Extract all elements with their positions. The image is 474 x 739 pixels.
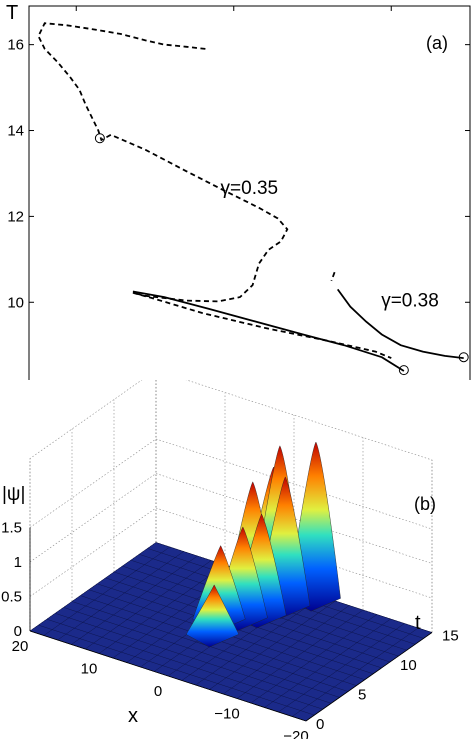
curve-annotation: γ=0.35 [221,178,279,199]
y-tick-label: 14 [7,123,24,140]
series-line-dashed [330,271,336,282]
x-axis-label: x [128,705,138,727]
surface-mesh-line [38,624,315,716]
x-tick-label: −20 [283,728,308,739]
y-tick-label: 12 [7,208,24,225]
z-axis-label: |ψ| [2,484,25,505]
surface-mesh-line [209,600,336,690]
surface-mesh-line [250,614,377,704]
t-tick-label: 0 [316,716,324,733]
curve-annotation: γ=0.38 [381,291,439,312]
surface-mesh-line [85,560,212,650]
circle-marker [398,365,409,376]
z-tick-label: 1.5 [1,520,22,537]
x-tick-label: 0 [154,683,162,700]
surface-mesh-line [71,555,198,645]
x-tick-label: 10 [81,661,98,678]
circle-marker [94,133,105,144]
surface-mesh-line [223,605,350,695]
y-axis-label: T [6,2,18,24]
t-axis-label: t [415,612,421,634]
surface-peak [185,584,240,648]
circle-marker [458,352,469,363]
chart-b-surface-plot: 0 0.5 1 1.5 20 10 0 −10 −20 0 5 10 15 |ψ| x t (b) [1,380,459,739]
y-tick-label: 16 [7,37,24,54]
series-line-solid [132,290,405,372]
t-tick-label: 5 [358,687,366,704]
surface-mesh-line [236,609,364,699]
surface-mesh-line [278,623,405,713]
surface-mesh-line [98,564,226,654]
x-tick-label: −10 [214,706,239,723]
grid-line-z [29,473,433,564]
panel-label: (a) [426,33,448,53]
surface-mesh-line [63,607,340,698]
x-axis-line [29,630,307,722]
t-tick-label: 10 [400,657,417,674]
surface-mesh-line [292,627,419,717]
x-tick-label: 20 [12,638,29,655]
surface-mesh-line [57,551,184,641]
y-tick-label: 10 [7,294,24,311]
series-line-solid [336,288,464,359]
chart-a-hysteresis-plot: 0.70.750.810121416Th(a)γ=0.35γ=0.38 [6,2,471,380]
surface-mesh-line [29,542,157,632]
series-line-dashed [37,22,392,359]
z-tick-label: 0 [14,623,22,640]
plot-frame [28,5,471,380]
surface-mesh-line [264,618,391,708]
surface-mesh-line [55,613,332,704]
surface-mesh-line [195,596,322,686]
t-tick-label: 15 [442,628,459,645]
z-tick-label: 0.5 [1,589,22,606]
surface-mesh-line [43,546,170,636]
t-axis-line [305,632,433,722]
panel-label: (b) [414,494,436,514]
grid-line-z [29,507,433,599]
surface-mesh-line [46,619,323,710]
grid-line-z [29,438,433,530]
z-tick-label: 1 [14,554,22,571]
